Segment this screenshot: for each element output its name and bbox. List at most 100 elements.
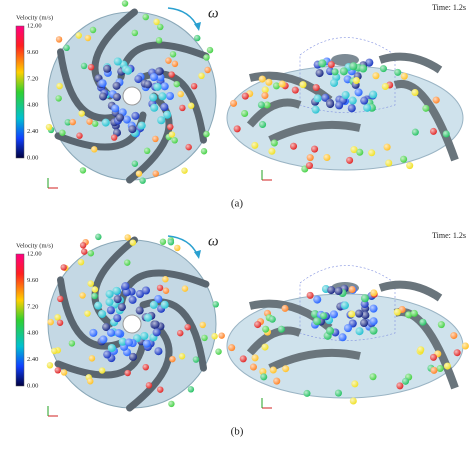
particle-shine xyxy=(187,102,195,109)
particle-shine xyxy=(334,389,342,397)
particle-shine xyxy=(311,145,319,153)
particle-shine xyxy=(334,287,343,296)
legend-tick-label: 4.80 xyxy=(27,330,38,337)
particle-shine xyxy=(168,131,176,138)
particle-shine xyxy=(98,367,106,374)
particle-shine xyxy=(84,310,91,317)
particle-shine xyxy=(406,162,414,170)
particle-shine xyxy=(157,116,166,125)
particle-shine xyxy=(239,355,247,363)
particle-shine xyxy=(339,67,348,76)
particle-shine xyxy=(241,109,249,117)
particle-shine xyxy=(351,380,359,388)
legend-tick-label: 12.00 xyxy=(27,22,42,29)
particle-shine xyxy=(55,36,63,43)
particle-shine xyxy=(361,311,370,320)
particle-shine xyxy=(101,118,110,127)
particle-shine xyxy=(110,134,118,141)
particle-shine xyxy=(98,309,107,318)
particle-shine xyxy=(372,72,380,80)
particle-shine xyxy=(69,118,76,126)
particle-shine xyxy=(257,101,265,109)
particle-shine xyxy=(131,160,139,167)
particle-shine xyxy=(385,159,393,167)
particle-shine xyxy=(169,355,176,363)
arrow-head xyxy=(194,22,201,31)
particle-shine xyxy=(361,294,370,303)
particle-shine xyxy=(350,146,358,154)
particle-shine xyxy=(142,286,151,295)
particle-shine xyxy=(363,103,372,112)
particle-shine xyxy=(251,354,259,362)
particle-shine xyxy=(154,347,163,356)
particle-shine xyxy=(268,147,276,155)
particle-shine xyxy=(114,329,123,338)
particle-shine xyxy=(124,338,133,347)
particle-shine xyxy=(360,96,369,105)
particle-shine xyxy=(215,348,222,355)
particle-shine xyxy=(429,353,437,361)
particle-shine xyxy=(135,306,144,315)
particle-shine xyxy=(417,346,425,354)
particle-shine xyxy=(352,77,360,85)
particle-shine xyxy=(151,320,160,329)
hub xyxy=(122,86,142,106)
particle-shine xyxy=(149,73,158,82)
particle-shine xyxy=(313,94,322,103)
particle-shine xyxy=(78,110,85,117)
particle-shine xyxy=(430,366,438,374)
legend-tick-label: 0.00 xyxy=(27,154,38,161)
particle-shine xyxy=(112,81,121,90)
particle-shine xyxy=(347,104,356,113)
particle-shine xyxy=(402,377,410,385)
particle-shine xyxy=(338,333,347,342)
particle-shine xyxy=(249,363,257,371)
particle-shine xyxy=(360,300,369,309)
particle-shine xyxy=(204,66,211,74)
particle-shine xyxy=(411,128,419,136)
legend-tick-label: 9.60 xyxy=(27,277,38,284)
particle-shine xyxy=(142,339,151,348)
particle-shine xyxy=(158,92,167,101)
particle-shine xyxy=(369,304,378,313)
particle-shine xyxy=(128,125,137,134)
legend-tick-label: 9.60 xyxy=(27,49,38,56)
particle-shine xyxy=(103,350,112,359)
particle-shine xyxy=(400,72,408,80)
particle-shine xyxy=(187,386,195,393)
legend-tick-label: 4.80 xyxy=(27,102,38,109)
particle-shine xyxy=(124,66,133,75)
particle-shine xyxy=(335,101,344,110)
particle-shine xyxy=(117,303,126,312)
particle-shine xyxy=(311,105,320,114)
particle-shine xyxy=(59,129,66,136)
particle-shine xyxy=(118,337,127,346)
blade xyxy=(126,92,173,184)
particle-shine xyxy=(46,362,54,369)
blade-3d xyxy=(393,79,459,162)
particle-shine xyxy=(178,353,186,360)
particle-shine xyxy=(153,82,162,91)
particle-shine xyxy=(290,142,298,150)
particle-shine xyxy=(60,264,67,271)
particle-shine xyxy=(369,90,378,99)
particle-shine xyxy=(91,146,98,153)
particle-shine xyxy=(450,332,458,340)
particle-shine xyxy=(349,397,357,405)
particle-shine xyxy=(136,289,145,298)
particle-shine xyxy=(272,82,280,90)
particle-shine xyxy=(277,325,285,333)
particle-shine xyxy=(212,301,219,308)
particle-shine xyxy=(419,318,427,326)
particle-shine xyxy=(177,329,184,337)
particle-shine xyxy=(160,103,169,112)
particle-shine xyxy=(269,366,277,374)
particle-shine xyxy=(228,344,236,352)
particle-shine xyxy=(51,347,58,355)
particle-shine xyxy=(87,280,94,287)
particle-shine xyxy=(113,57,122,66)
particle-shine xyxy=(201,334,208,342)
particle-shine xyxy=(57,295,64,303)
particle-shine xyxy=(315,69,324,78)
particle-shine xyxy=(185,143,192,151)
